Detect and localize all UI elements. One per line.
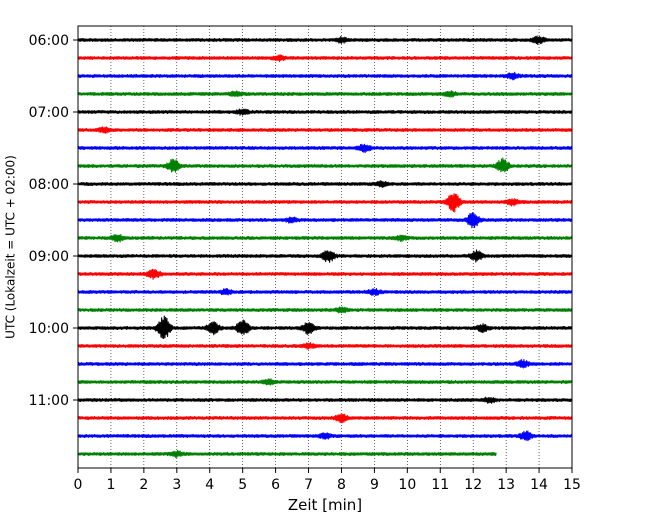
trace-1145: [77, 449, 497, 459]
x-tick-label-12: 12: [464, 477, 482, 493]
x-tick-label-9: 9: [370, 477, 379, 493]
x-tick-label-13: 13: [497, 477, 515, 493]
y-tick-label-0600: 06:00: [29, 33, 69, 49]
y-tick-label-0800: 08:00: [29, 177, 69, 193]
x-tick-label-8: 8: [337, 477, 346, 493]
trace-0815: [77, 193, 573, 213]
trace-1115: [77, 413, 573, 424]
trace-0930: [77, 287, 573, 297]
trace-0900: [77, 249, 573, 263]
x-tick-label-6: 6: [271, 477, 280, 493]
plot-frame: [77, 25, 573, 469]
x-tick-label-1: 1: [106, 477, 115, 493]
x-tick-label-11: 11: [431, 477, 449, 493]
x-tick-label-3: 3: [172, 477, 181, 493]
trace-0945: [77, 306, 573, 314]
trace-0730: [77, 143, 573, 153]
trace-0745: [77, 157, 573, 173]
x-tick-label-14: 14: [530, 477, 548, 493]
trace-1000: [77, 315, 573, 340]
trace-0600: [77, 35, 573, 45]
trace-0645: [77, 90, 573, 98]
x-tick-label-10: 10: [398, 477, 416, 493]
trace-0830: [77, 212, 573, 229]
trace-1100: [77, 396, 573, 404]
y-tick-label-1000: 10:00: [29, 321, 69, 337]
x-axis-ticks: 0 1 2 3 4 5 6 7 8 9 10 11 12 13 14 15: [74, 468, 581, 493]
trace-0845: [77, 234, 573, 243]
x-tick-label-0: 0: [74, 477, 83, 493]
x-tick-label-7: 7: [304, 477, 313, 493]
x-tick-label-15: 15: [563, 477, 581, 493]
y-tick-label-1100: 11:00: [29, 393, 69, 409]
trace-0630: [77, 71, 573, 81]
y-axis-label: UTC (Lokalzeit = UTC + 02:00): [4, 155, 18, 339]
seismic-traces: [77, 35, 573, 459]
trace-0615: [77, 54, 573, 63]
trace-0715: [77, 126, 573, 134]
x-tick-label-2: 2: [139, 477, 148, 493]
trace-1130: [77, 430, 573, 442]
trace-0800: [77, 180, 573, 188]
trace-1045: [77, 378, 573, 386]
trace-1015: [77, 342, 573, 350]
trace-0915: [77, 268, 573, 280]
y-tick-label-0900: 09:00: [29, 249, 69, 265]
x-tick-label-5: 5: [238, 477, 247, 493]
trace-1030: [77, 358, 573, 369]
trace-0700: [77, 108, 573, 116]
y-axis-ticks: 06:00 07:00 08:00 09:00 10:00 11:00: [29, 33, 78, 409]
x-axis-label: Zeit [min]: [288, 496, 362, 514]
x-tick-label-4: 4: [205, 477, 214, 493]
y-tick-label-0700: 07:00: [29, 105, 69, 121]
